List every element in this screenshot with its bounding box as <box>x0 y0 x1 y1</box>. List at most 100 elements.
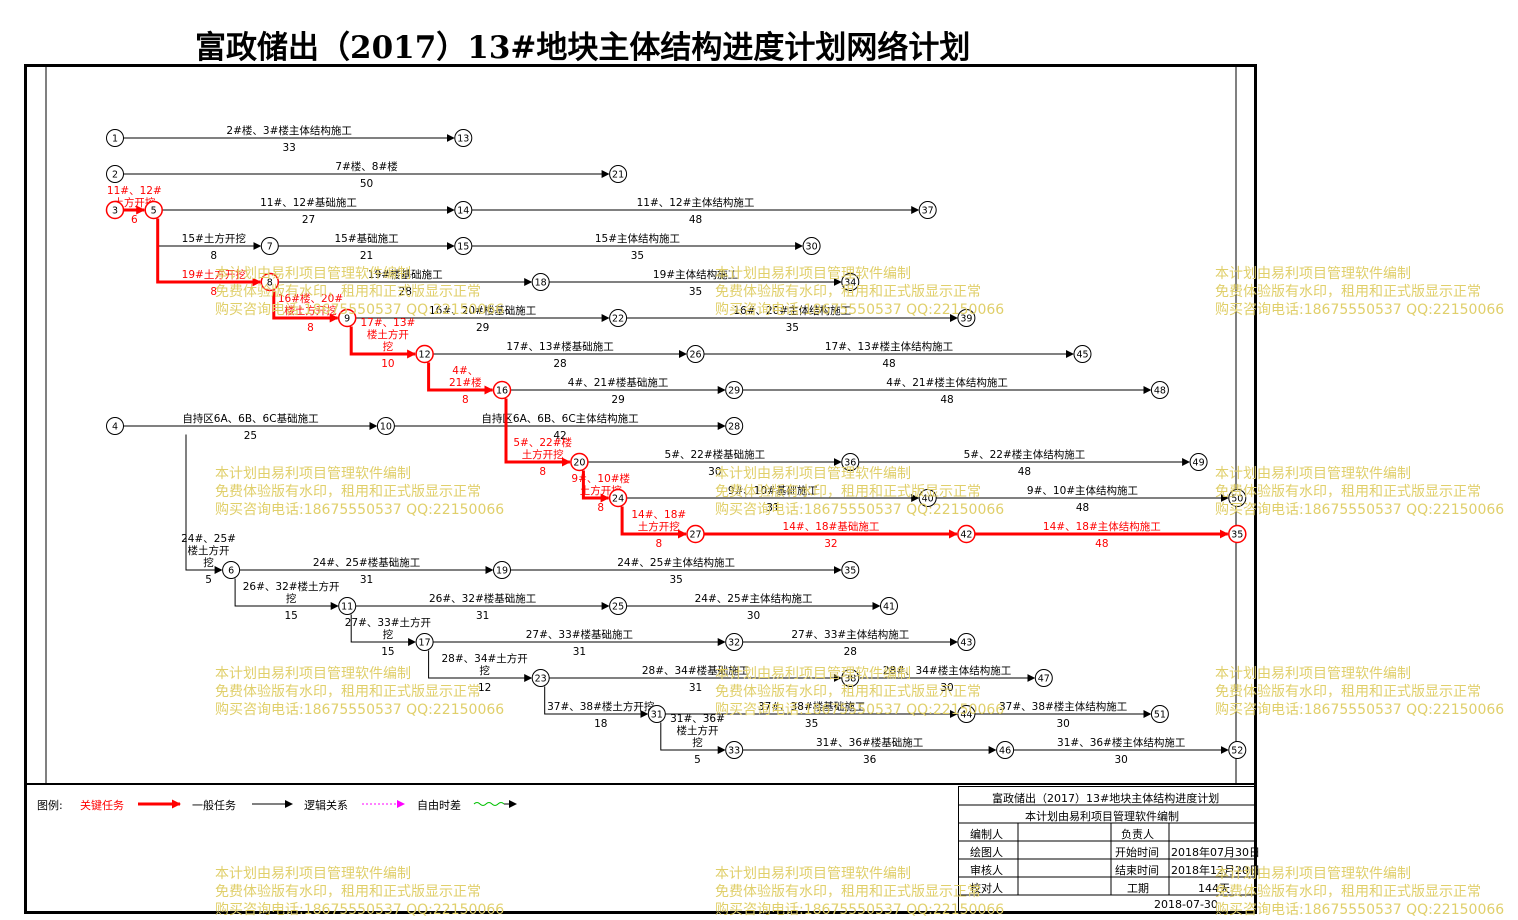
task-name: 19#主体结构施工 <box>653 268 738 281</box>
task-edge: 31#、36#楼土方开挖 5 <box>660 713 726 766</box>
chart-title: 富政储出（2017）13#地块主体结构进度计划网络计划 <box>195 30 971 66</box>
task-edge: 28#、34#楼基础施工 31 <box>549 664 842 694</box>
task-edge: 37#、38#楼基础施工 35 <box>665 700 958 730</box>
legend-critical-label: 关键任务 <box>80 799 124 812</box>
event-node-circle <box>725 417 744 435</box>
event-node-label: 40 <box>922 494 934 505</box>
task-name: 28#、34#土方开 <box>441 652 527 665</box>
task-name: 15#主体结构施工 <box>595 232 680 245</box>
info-reviewer-label: 审核人 <box>970 864 1003 877</box>
event-node-label: 51 <box>1154 710 1166 721</box>
task-name: 7#楼、8#楼 <box>335 160 398 173</box>
event-node-circle <box>260 237 279 255</box>
event-node: 26 <box>686 345 705 363</box>
task-duration: 8 <box>307 322 314 334</box>
task-duration: 8 <box>597 502 604 514</box>
task-edge: 24#、25#楼基础施工 31 <box>239 556 494 586</box>
event-node-label: 18 <box>535 278 547 289</box>
event-node-circle <box>647 705 666 723</box>
event-node-circle <box>1228 524 1247 544</box>
event-node-label: 21 <box>612 170 624 181</box>
task-edge: 9#、10#主体结构施工 48 <box>936 484 1229 514</box>
event-node-circle <box>106 129 124 147</box>
task-edge: 17#、13#楼土方开挖 10 <box>349 317 417 370</box>
task-name: 楼土方开 <box>188 544 230 557</box>
event-node-label: 16 <box>496 386 508 397</box>
task-name: 4#、 <box>452 365 478 377</box>
event-node: 18 <box>531 273 550 291</box>
task-name: 31#、36#楼基础施工 <box>816 736 923 749</box>
task-edge: 16#楼、20#楼土方开挖 8 <box>272 290 343 334</box>
task-name: 楼土方开 <box>367 328 409 341</box>
task-duration: 48 <box>1095 538 1108 550</box>
task-edge: 37#、38#楼土方开挖 18 <box>544 686 654 730</box>
task-arrow <box>185 434 223 574</box>
event-node-label: 50 <box>1231 494 1243 505</box>
task-name: 37#、38#楼基础施工 <box>758 700 865 713</box>
task-edge: 11#、12#土方开挖 6 <box>107 185 162 226</box>
task-name: 楼土方开 <box>677 724 719 737</box>
event-node-circle <box>1228 489 1247 507</box>
event-node: 50 <box>1228 489 1247 507</box>
event-node: 34 <box>841 273 860 291</box>
event-node-circle <box>415 633 434 651</box>
task-name: 24#、25# <box>181 533 236 545</box>
task-edge: 14#、18#土方开挖 8 <box>620 506 687 550</box>
task-duration: 42 <box>553 430 566 442</box>
task-arrow <box>156 218 262 287</box>
task-name: 28#、34#楼主体结构施工 <box>883 664 1011 677</box>
task-duration: 15 <box>381 646 394 658</box>
task-duration: 31 <box>360 574 373 586</box>
task-edge: 17#、13#楼主体结构施工 48 <box>704 340 1074 370</box>
event-node-label: 45 <box>1076 350 1088 361</box>
task-duration: 30 <box>747 610 760 622</box>
task-name: 27#、33#土方开 <box>345 616 431 629</box>
event-node: 9 <box>337 308 357 328</box>
task-edge: 16#、20#楼基础施工 29 <box>355 304 610 334</box>
task-edge: 14#、18#基础施工 32 <box>704 520 958 550</box>
info-period-value: 144天 <box>1198 882 1230 895</box>
task-name: 27#、33#楼基础施工 <box>526 628 633 641</box>
event-node: 8 <box>260 272 280 292</box>
event-node-circle <box>957 524 976 544</box>
event-node: 45 <box>1073 345 1092 363</box>
event-node-label: 10 <box>380 422 392 433</box>
event-node-label: 48 <box>1154 386 1166 397</box>
task-name: 土方开挖 <box>638 520 680 533</box>
task-edge: 2#楼、3#楼主体结构施工 33 <box>123 124 455 154</box>
event-node-label: 36 <box>844 458 856 469</box>
event-node-label: 49 <box>1193 458 1205 469</box>
event-node-circle <box>415 344 434 364</box>
event-node-label: 47 <box>1038 674 1050 685</box>
event-node: 27 <box>686 524 705 544</box>
legend-normal-label: 一般任务 <box>192 799 236 812</box>
event-node-circle <box>106 417 124 435</box>
event-node: 30 <box>802 237 821 255</box>
event-node-label: 5 <box>151 206 157 217</box>
task-duration: 35 <box>669 574 682 586</box>
event-node-circle <box>996 741 1015 759</box>
task-name: 28#、34#楼基础施工 <box>642 664 749 677</box>
task-name: 9#、10#主体结构施工 <box>1027 484 1138 497</box>
event-node-label: 43 <box>960 638 972 649</box>
event-node-circle <box>531 669 550 687</box>
task-edge: 37#、38#楼主体结构施工 30 <box>974 700 1152 730</box>
task-duration: 8 <box>210 286 217 298</box>
task-duration: 48 <box>689 214 702 226</box>
event-node-circle <box>454 129 473 147</box>
task-name: 31#、36#楼主体结构施工 <box>1057 736 1185 749</box>
task-duration: 48 <box>1018 466 1031 478</box>
task-name: 17#、13#楼主体结构施工 <box>825 340 953 353</box>
task-name: 4#、21#楼主体结构施工 <box>886 376 1008 389</box>
task-name: 27#、33#主体结构施工 <box>791 628 909 641</box>
event-node: 11 <box>338 597 357 615</box>
event-node-label: 30 <box>806 242 818 253</box>
task-name: 26#、32#楼基础施工 <box>429 592 536 605</box>
task-arrow <box>428 650 533 682</box>
task-edge: 19#楼基础施工 28 <box>278 268 533 298</box>
task-edge: 4#、21#楼基础施工 29 <box>510 376 726 406</box>
info-editor-label: 编制人 <box>970 828 1003 841</box>
event-node-circle <box>957 705 976 723</box>
event-node: 24 <box>608 488 628 508</box>
task-edge: 28#、34#土方开挖 12 <box>428 650 533 694</box>
